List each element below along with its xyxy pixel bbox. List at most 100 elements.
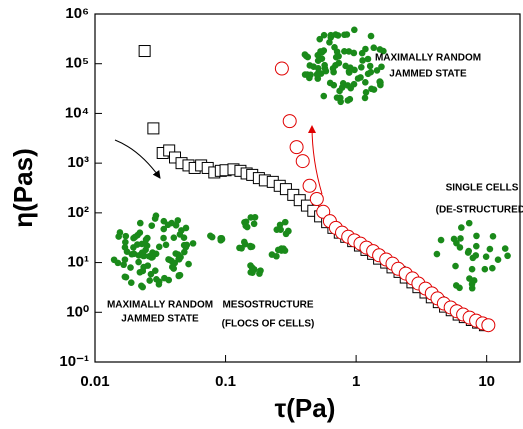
cell [247, 214, 255, 221]
cell [307, 71, 314, 79]
cell [152, 212, 160, 219]
cell [320, 31, 328, 39]
cell [351, 26, 358, 34]
cell [354, 75, 362, 82]
cell [345, 48, 353, 55]
y-axis-title: η(Pas) [8, 148, 38, 227]
cell [121, 244, 129, 251]
annotation: MAXIMALLY RANDOM [375, 53, 481, 64]
cell [144, 234, 151, 242]
cell [378, 63, 385, 71]
annotation: (DE-STRUCTURED) [436, 205, 523, 216]
cell [236, 244, 243, 252]
cell [146, 277, 154, 284]
cell [301, 51, 309, 58]
cell [114, 259, 122, 267]
cell [346, 95, 354, 103]
cell [182, 224, 190, 232]
cell [314, 65, 322, 72]
cell [351, 66, 358, 74]
cell [284, 227, 292, 235]
cell [172, 250, 180, 257]
x-tick-label: 0.1 [215, 373, 236, 390]
cell [151, 267, 159, 274]
cell [122, 273, 130, 281]
cell [437, 236, 445, 244]
point [274, 61, 289, 76]
cell [185, 260, 192, 268]
cell [452, 262, 459, 270]
cell [127, 264, 134, 271]
cell [276, 221, 284, 229]
cell [359, 57, 366, 64]
cell [456, 244, 464, 251]
y-tick-label: 10² [67, 204, 89, 221]
cell [317, 48, 324, 55]
arrow [114, 139, 161, 179]
cell [489, 232, 497, 240]
cell [473, 232, 480, 240]
cell [494, 256, 502, 264]
cell [144, 262, 152, 269]
cell [164, 221, 172, 229]
cell [170, 234, 178, 241]
cell [160, 234, 167, 242]
cell [135, 258, 142, 266]
y-tick-label: 10¹ [67, 254, 89, 271]
cell [326, 38, 333, 46]
point [289, 140, 304, 155]
cell [331, 44, 338, 51]
cell [248, 243, 256, 250]
cell [362, 89, 370, 96]
cell [486, 245, 494, 253]
y-tick-label: 10⁰ [66, 303, 89, 320]
cell [376, 78, 384, 85]
point [481, 318, 496, 333]
cell [350, 80, 358, 88]
point [138, 45, 151, 58]
cell [165, 276, 173, 284]
cell [466, 275, 473, 282]
y-tick-label: 10⁵ [65, 55, 89, 72]
cell [452, 282, 460, 289]
cell [366, 62, 374, 70]
cell [168, 263, 176, 271]
cell [472, 252, 480, 259]
cell [314, 57, 322, 64]
y-tick-label: 10⁶ [65, 5, 89, 22]
cell [143, 242, 151, 250]
cell [122, 232, 130, 240]
annotation: MESOSTRUCTURE [222, 300, 313, 311]
annotation: JAMMED STATE [121, 314, 199, 325]
cell [321, 65, 329, 72]
cell [330, 81, 338, 89]
plot-frame [94, 13, 521, 363]
cell [458, 224, 465, 231]
cell [175, 272, 183, 279]
cell [160, 225, 168, 233]
cell [457, 235, 464, 242]
x-axis-title: τ(Pa) [275, 393, 336, 423]
cell [337, 98, 344, 106]
y-tick-label: 10⁻¹ [59, 353, 89, 370]
cell [153, 275, 160, 283]
cell [501, 245, 509, 252]
cell [257, 267, 264, 274]
cell [128, 250, 136, 258]
cell [370, 44, 378, 52]
point [316, 204, 331, 219]
cell [364, 55, 372, 63]
cell [172, 221, 180, 229]
cell [350, 49, 358, 57]
cell [139, 267, 147, 275]
cell [139, 283, 146, 291]
cell [120, 261, 127, 269]
cell [332, 62, 339, 69]
cell [317, 70, 325, 77]
cell [468, 265, 476, 273]
cell [481, 265, 489, 273]
point [309, 191, 324, 206]
y-tick-label: 10³ [67, 154, 89, 171]
cell [472, 242, 480, 250]
